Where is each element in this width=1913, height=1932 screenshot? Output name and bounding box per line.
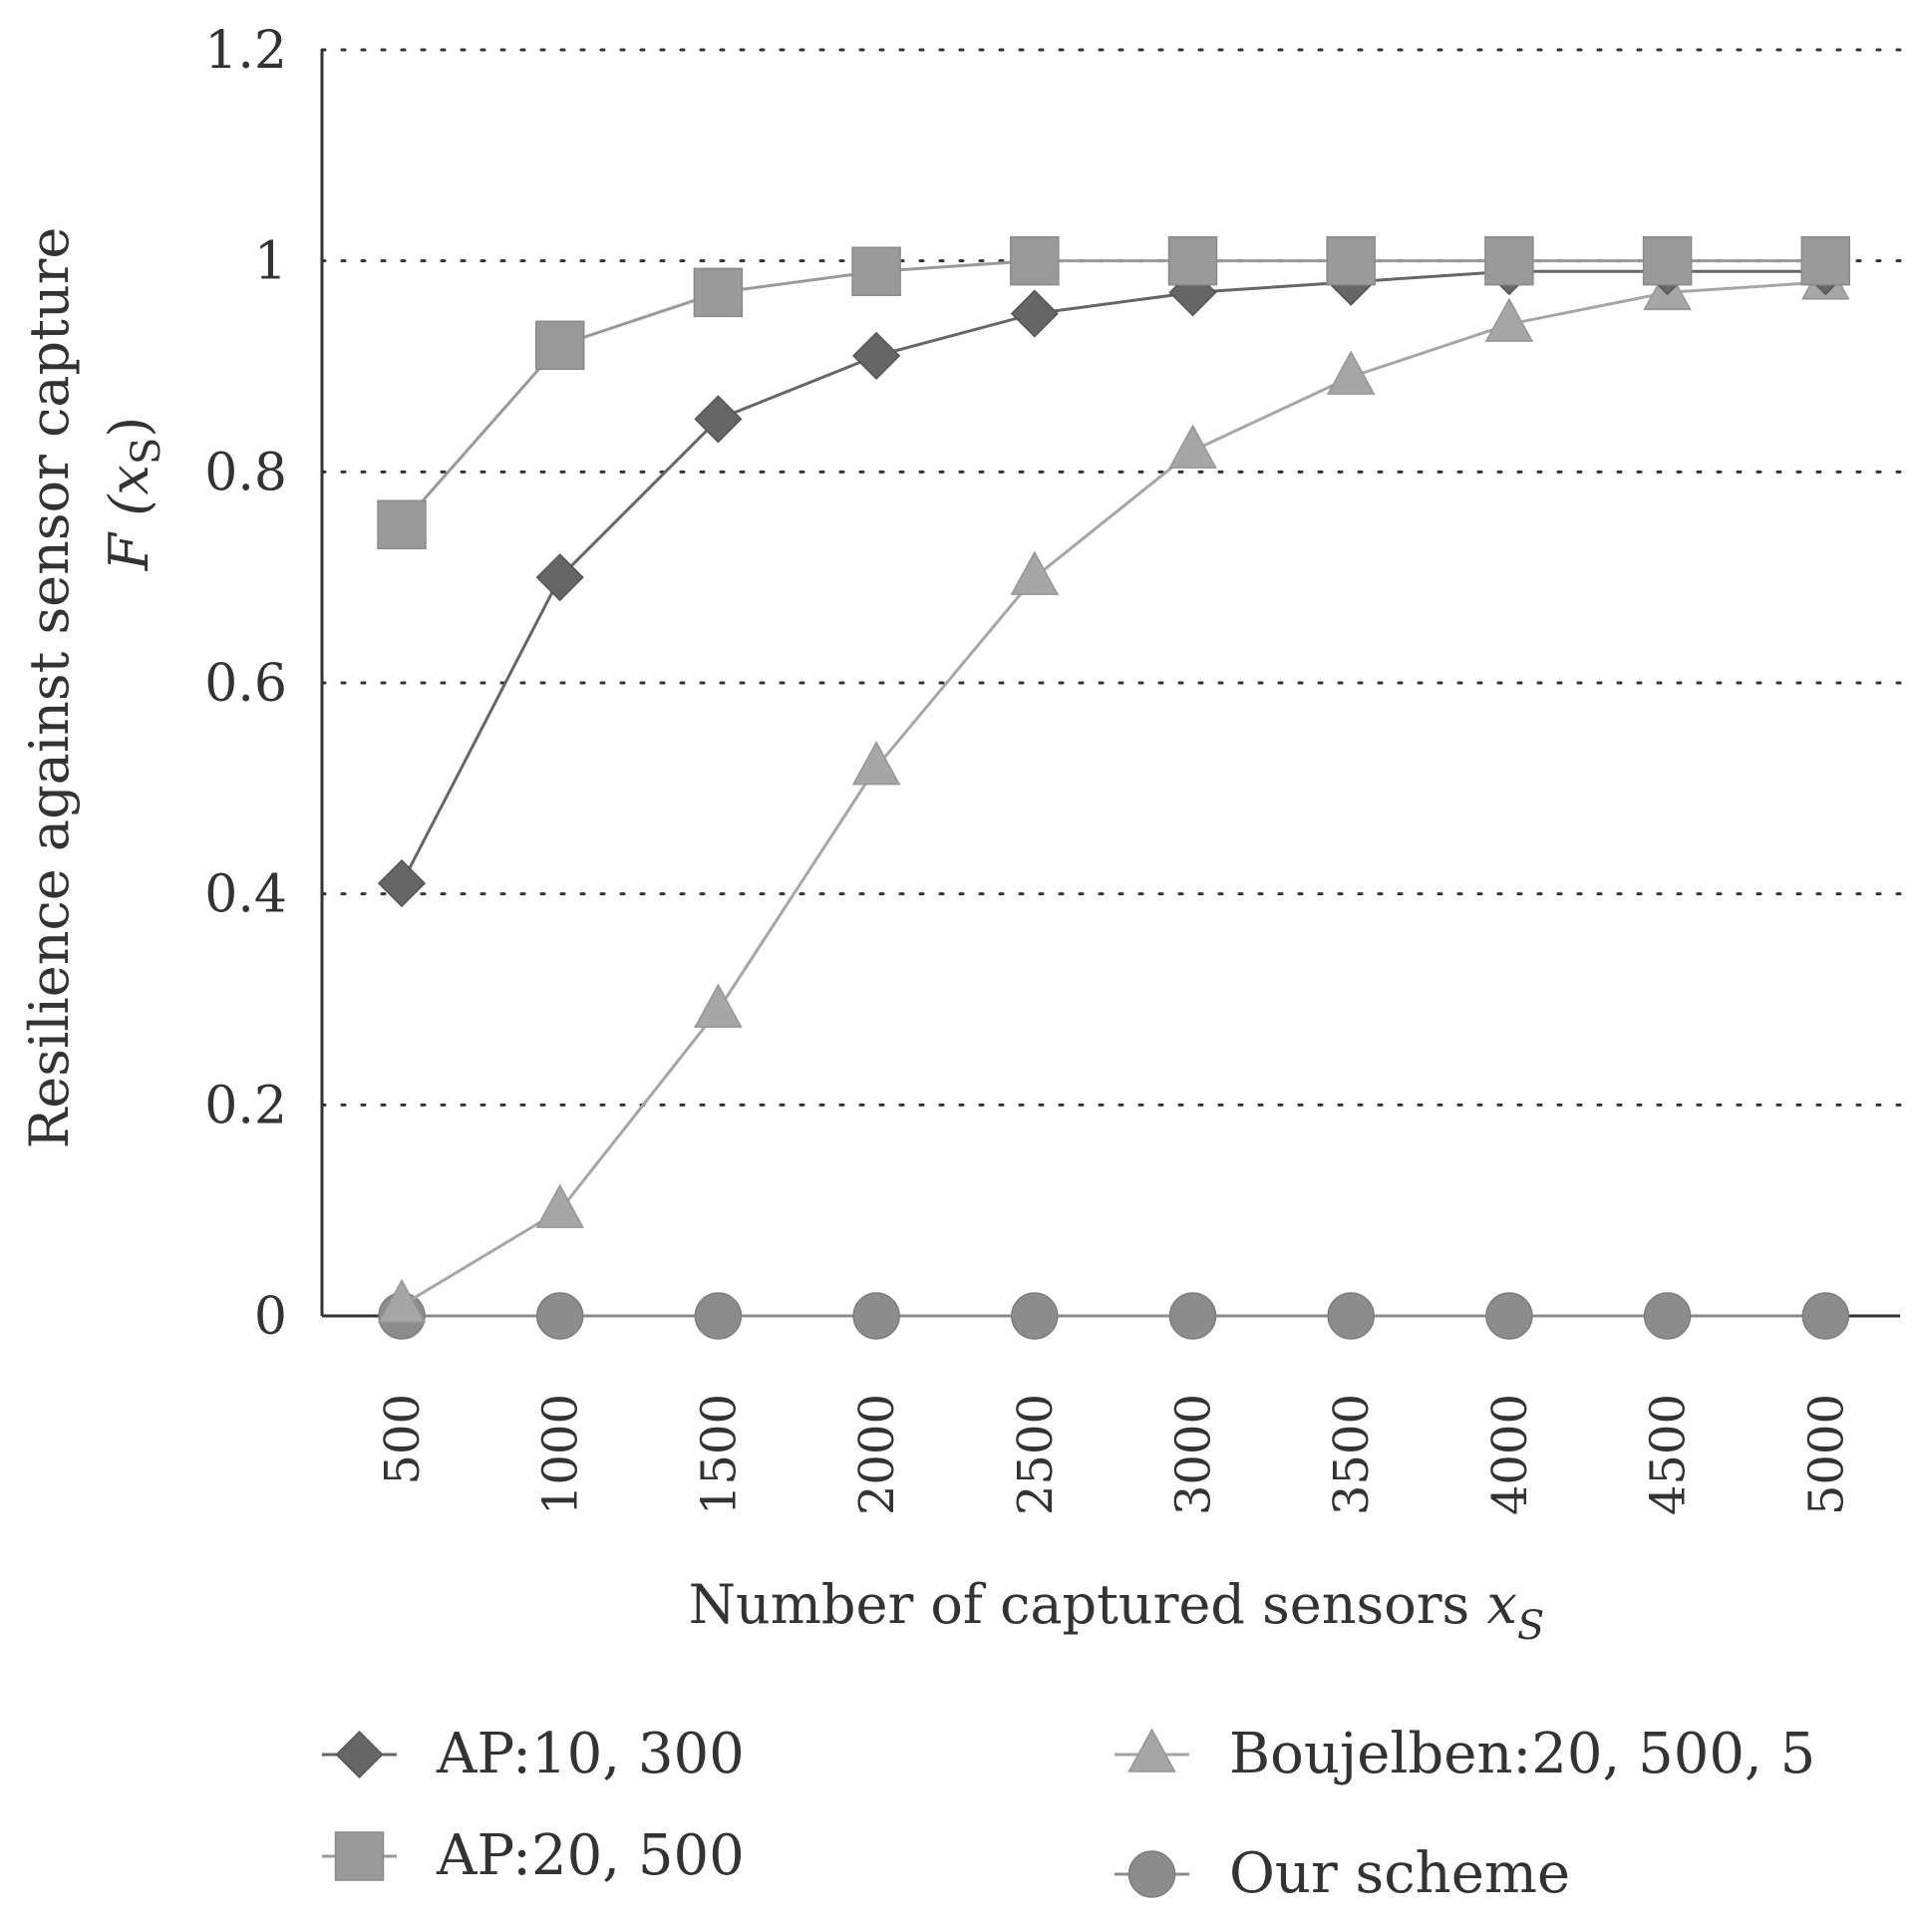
y-tick-labels: 0 0.2 0.4 0.6 0.8 1 1.2	[204, 21, 287, 1347]
y-tick-label: 0.2	[204, 1076, 287, 1135]
data-point-circle	[1327, 1292, 1375, 1340]
data-point-circle	[535, 1292, 584, 1340]
x-axis-title: Number of captured sensors xS	[689, 1573, 1545, 1649]
x-tick-label: 1000	[533, 1394, 589, 1515]
y-tick-label: 0	[254, 1287, 287, 1347]
data-point-triangle	[1326, 350, 1376, 395]
series-line-square	[400, 259, 1826, 526]
series-line-diamond	[400, 269, 1826, 884]
legend-item-square: AP:20, 500	[322, 1823, 745, 1888]
data-point-triangle	[694, 983, 743, 1028]
data-point-square	[1642, 235, 1693, 286]
data-point-square	[1167, 235, 1218, 286]
data-point-square	[1326, 235, 1376, 286]
x-tick-label: 2500	[1008, 1394, 1064, 1515]
data-point-diamond	[852, 331, 901, 380]
legend-marker-circle	[1127, 1850, 1176, 1898]
data-point-square	[1010, 235, 1060, 286]
x-tick-label: 4000	[1482, 1394, 1538, 1515]
data-point-triangle	[1010, 550, 1060, 595]
legend-marker-triangle	[1127, 1728, 1176, 1772]
x-tick-label: 3000	[1166, 1394, 1222, 1515]
data-point-triangle	[377, 1278, 427, 1324]
data-point-square	[534, 320, 585, 371]
legend-label: AP:20, 500	[436, 1823, 745, 1888]
legend: AP:10, 300 AP:20, 500 Boujelben:20, 500, 5…	[322, 1722, 1815, 1906]
y-tick-label: 1.2	[204, 21, 287, 81]
y-tick-label: 0.8	[204, 443, 287, 502]
data-point-circle	[1011, 1292, 1059, 1340]
data-point-diamond	[377, 859, 427, 908]
series-line-triangle	[401, 280, 1826, 1307]
data-point-circle	[1643, 1292, 1692, 1340]
data-point-square	[1484, 235, 1534, 286]
x-tick-label: 1500	[691, 1394, 747, 1515]
data-point-circle	[1485, 1292, 1533, 1340]
x-tick-label: 500	[375, 1394, 431, 1485]
data-point-circle	[694, 1292, 743, 1340]
data-point-diamond	[535, 553, 584, 602]
legend-item-diamond: AP:10, 300	[322, 1722, 745, 1786]
series-triangle	[377, 255, 1850, 1324]
data-point-square	[693, 267, 744, 318]
data-point-triangle	[851, 741, 901, 786]
data-point-diamond	[694, 395, 743, 444]
data-point-square	[851, 246, 901, 296]
data-point-triangle	[1484, 297, 1534, 342]
x-tick-label: 3500	[1324, 1394, 1380, 1515]
legend-item-triangle: Boujelben:20, 500, 5	[1115, 1722, 1815, 1786]
y-tick-label: 1	[254, 232, 287, 292]
series-diamond	[377, 247, 1850, 908]
data-point-square	[377, 499, 427, 549]
legend-item-circle: Our scheme	[1115, 1841, 1570, 1906]
data-point-square	[1800, 235, 1851, 286]
data-point-circle	[852, 1292, 900, 1340]
data-point-circle	[1801, 1292, 1850, 1340]
series-circle	[378, 1292, 1850, 1340]
data-point-triangle	[535, 1183, 584, 1228]
legend-marker-diamond	[335, 1730, 384, 1779]
y-axis-title-line1: Resilience against sensor capture	[18, 227, 81, 1149]
x-tick-labels: 500 1000 1500 2000 2500 3000 3500 4000 4500 5000	[375, 1394, 1854, 1515]
series-square	[377, 235, 1851, 549]
y-axis-title-line2: F (xS)	[98, 417, 169, 572]
legend-marker-square	[334, 1831, 385, 1881]
y-tick-label: 0.4	[204, 865, 287, 925]
data-point-diamond	[1010, 289, 1059, 338]
legend-label: Boujelben:20, 500, 5	[1229, 1722, 1815, 1786]
data-point-circle	[1168, 1292, 1217, 1340]
plot-series	[377, 235, 1851, 1340]
legend-label: AP:10, 300	[436, 1722, 745, 1786]
x-tick-label: 5000	[1798, 1394, 1854, 1515]
x-tick-label: 4500	[1641, 1394, 1697, 1515]
data-point-triangle	[1168, 424, 1217, 469]
y-tick-label: 0.6	[204, 654, 287, 714]
x-tick-label: 2000	[849, 1394, 905, 1515]
legend-label: Our scheme	[1229, 1841, 1570, 1906]
